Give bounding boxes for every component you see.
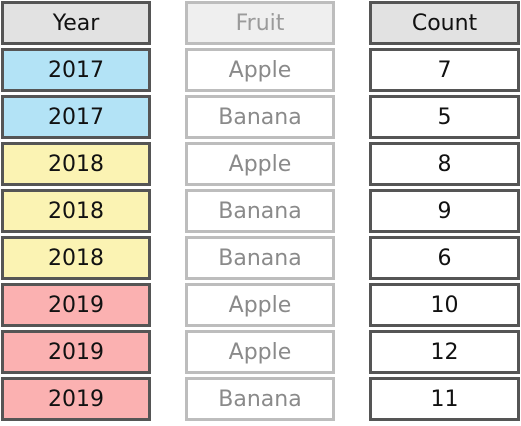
fruit-cell: Apple [185, 142, 335, 186]
count-cell: 9 [369, 189, 520, 233]
year-header: Year [1, 1, 151, 45]
count-header: Count [369, 1, 520, 45]
fruit-cell: Banana [185, 236, 335, 280]
count-cell: 10 [369, 283, 520, 327]
count-cell: 6 [369, 236, 520, 280]
year-cell: 2019 [1, 330, 151, 374]
fruit-cell: Banana [185, 377, 335, 421]
count-column: Count 7 5 8 9 6 10 12 11 [369, 1, 520, 424]
count-cell: 5 [369, 95, 520, 139]
year-cell: 2017 [1, 48, 151, 92]
year-cell: 2019 [1, 377, 151, 421]
fruit-cell: Apple [185, 48, 335, 92]
year-cell: 2018 [1, 142, 151, 186]
count-cell: 8 [369, 142, 520, 186]
fruit-cell: Banana [185, 95, 335, 139]
fruit-cell: Banana [185, 189, 335, 233]
fruit-cell: Apple [185, 283, 335, 327]
year-cell: 2019 [1, 283, 151, 327]
fruit-cell: Apple [185, 330, 335, 374]
count-cell: 11 [369, 377, 520, 421]
count-cell: 12 [369, 330, 520, 374]
year-column: Year 2017 2017 2018 2018 2018 2019 2019 … [1, 1, 151, 424]
fruit-header: Fruit [185, 1, 335, 45]
fruit-column: Fruit Apple Banana Apple Banana Banana A… [185, 1, 335, 424]
year-cell: 2018 [1, 189, 151, 233]
year-cell: 2017 [1, 95, 151, 139]
count-cell: 7 [369, 48, 520, 92]
year-cell: 2018 [1, 236, 151, 280]
